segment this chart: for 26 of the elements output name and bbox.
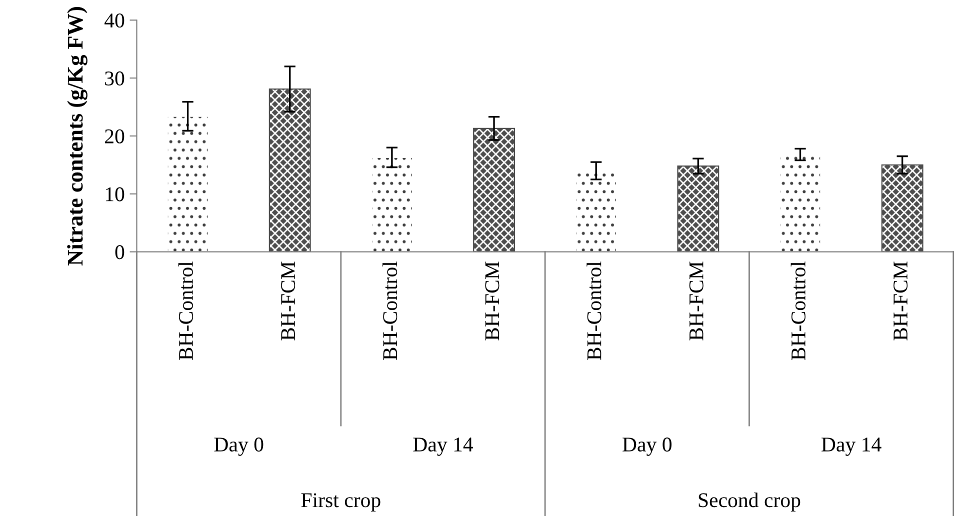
y-tick-label: 20 <box>105 129 124 144</box>
bar <box>166 116 209 252</box>
text: Day 14 <box>822 438 882 456</box>
x-tick-label: BH-FCM <box>689 262 704 340</box>
bar <box>268 88 311 252</box>
text: Second crop <box>698 492 800 512</box>
text: Day 14 <box>413 438 474 456</box>
y-tick-label: 0 <box>115 245 124 260</box>
bar <box>881 164 924 252</box>
text: Day 0 <box>622 438 672 456</box>
x-tick-label: BH-FCM <box>281 262 296 340</box>
x-tick-label: BH-FCM <box>485 262 500 340</box>
y-tick-label: 30 <box>105 71 124 86</box>
text: First crop <box>301 493 380 512</box>
x-tick-label: BH-Control <box>586 261 602 360</box>
text: Day 0 <box>214 438 264 456</box>
bar <box>473 128 515 252</box>
y-tick-label: 40 <box>104 14 124 28</box>
y-tick-label: 10 <box>106 187 124 202</box>
y-axis-title: Nitrate contents (g/Kg FW) <box>67 7 88 266</box>
x-tick-label: BH-Control <box>178 261 193 360</box>
x-tick-label: BH-FCM <box>894 262 908 340</box>
x-tick-label: BH-Control <box>382 261 398 360</box>
bar <box>677 166 720 252</box>
x-tick-label: BH-Control <box>790 261 806 360</box>
bar <box>370 156 413 252</box>
